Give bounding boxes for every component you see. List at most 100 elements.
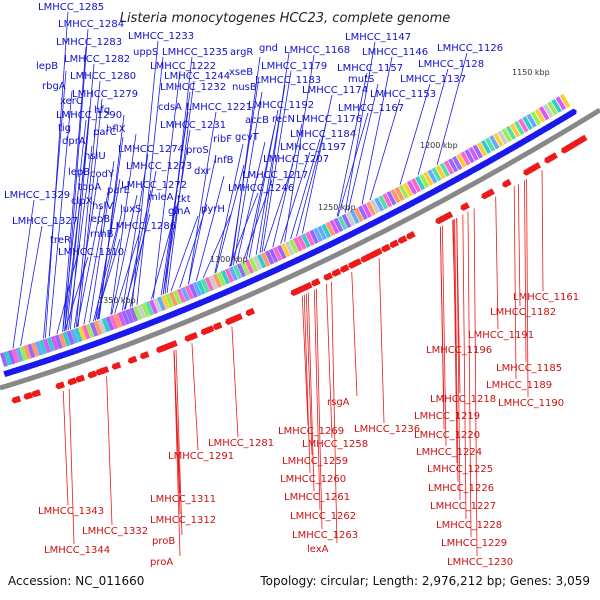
gene-label: proS [186,145,209,156]
gene-label: luxS [120,204,141,215]
reverse-gene-arrow [139,351,150,360]
gene-label: rsgA [327,397,350,408]
cog-block [427,169,438,184]
reverse-gene-arrow [502,178,512,188]
cog-block [337,215,348,231]
cog-block [216,271,226,287]
cog-block [208,275,218,290]
cog-block [133,305,142,321]
gene-label: LMHCC_1157 [337,63,403,74]
cog-block [555,96,567,111]
gene-label: LMHCC_1310 [58,247,124,258]
gene-label: mleA [148,192,174,203]
cog-block [204,276,214,292]
cog-block [188,283,198,299]
label-leader-line [131,40,159,307]
cog-block [297,235,307,250]
label-leader-line [114,230,141,314]
gene-label: cdsA [158,102,182,113]
reverse-gene-arrow [460,202,470,211]
label-leader-line [214,143,244,274]
label-leader-line [62,390,69,506]
label-leader-line [195,175,225,281]
gene-label: argR [230,47,253,58]
label-leader-line [89,160,115,323]
cog-block [406,180,417,195]
cog-block [301,233,311,248]
label-leader-line [378,258,385,424]
forward-gene-labels: LMHCC_1285 LMHCC_1284 LMHCC_1283 lepB rb… [4,2,503,258]
cog-block [398,184,409,199]
gene-label: gnd [259,43,278,54]
gene-label: LMHCC_1229 [441,538,507,549]
gene-label: proA [150,557,173,568]
label-leader-line [454,219,459,483]
gene-label: ribF [213,134,232,145]
gene-label: rbgA [42,81,66,92]
gene-label: LMHCC_1222 [150,61,216,72]
cog-block [66,330,75,345]
gene-label: lepB [88,214,110,225]
gene-label: LMHCC_1227 [430,501,496,512]
cog-block [184,285,194,300]
cog-block [192,281,202,297]
cog-block [93,320,103,336]
label-leader-line [45,11,69,338]
label-leader-line [347,83,379,212]
label-leader-line [263,163,294,252]
gene-label: LMHCC_1146 [362,47,428,58]
label-leader-line [337,112,369,217]
label-leader-line [166,80,195,293]
gene-label: LMHCC_1280 [70,71,136,82]
reverse-gene-labels: LMHCC_1161 LMHCC_1182 LMHCC_1191 LMHCC_1… [38,292,579,568]
cog-block [54,334,63,350]
label-leader-line [541,170,544,292]
label-leader-line [399,83,431,185]
gene-label: LMHCC_1147 [345,32,411,43]
gene-label: LMHCC_1174 [302,85,368,96]
label-leader-line [68,145,93,330]
cog-block [268,248,279,263]
cog-block [272,246,283,262]
cog-block [145,301,154,316]
cog-block [62,331,71,347]
cog-block [220,269,230,285]
gene-label: LMHCC_1191 [468,330,534,341]
reverse-gene-arrow [75,374,86,383]
gene-label: LMHCC_1262 [290,511,356,522]
gene-label: LMHCC_1344 [44,545,110,556]
gene-label: LMHCC_1225 [427,464,493,475]
gene-label: LMHCC_1259 [282,456,348,467]
gene-label: LMHCC_1228 [436,520,502,531]
cog-block [378,195,389,210]
cog-block [293,237,303,252]
label-leader-line [513,186,517,380]
gene-label: LMHCC_1272 [121,180,187,191]
reverse-gene-arrow [531,162,542,171]
cog-block [236,262,247,278]
cog-block [105,316,115,331]
label-leader-line [307,292,315,492]
reverse-gene-arrow [127,355,138,364]
cog-block [50,335,59,351]
gene-label: pyrH [201,204,225,215]
cog-block [34,341,44,356]
reverse-gene-arrow [233,313,243,322]
label-leader-line [75,80,101,328]
cog-block [464,149,475,164]
cog-block [345,211,356,227]
gene-label: LMHCC_1327 [12,216,78,227]
cog-block [349,209,360,225]
label-leader-line [188,111,217,285]
label-leader-line [296,123,327,237]
cog-block [141,302,150,318]
gene-label: parE [107,185,130,196]
reverse-gene-arrow [373,247,383,257]
label-leader-line [441,225,447,447]
cog-block [329,219,340,235]
cog-block [125,308,135,324]
reverse-gene-arrow [389,239,400,249]
gene-label: infB [214,155,234,166]
cog-block [341,213,352,229]
cog-block [38,339,48,355]
